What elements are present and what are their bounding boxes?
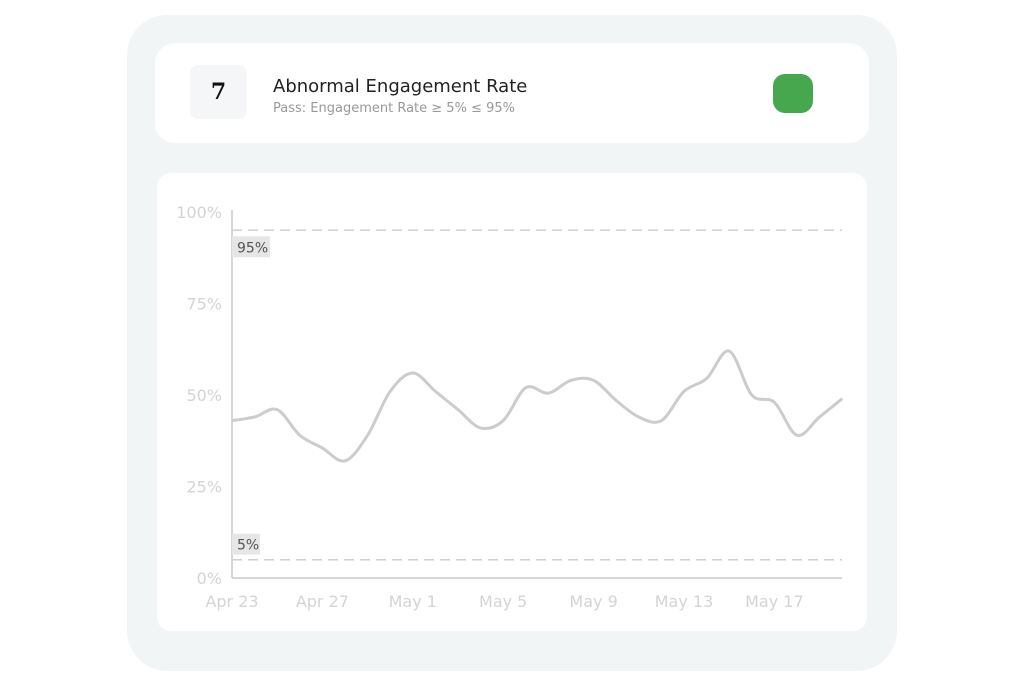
chart-card xyxy=(157,173,867,631)
check-number: 7 xyxy=(190,65,247,119)
threshold-label: 5% xyxy=(237,538,259,554)
y-tick-label: 50% xyxy=(186,386,222,405)
x-tick-label: May 9 xyxy=(569,592,617,611)
check-header: 7 Abnormal Engagement Rate Pass: Engagem… xyxy=(155,43,869,143)
check-criteria: Pass: Engagement Rate ≥ 5% ≤ 95% xyxy=(273,101,515,116)
threshold-label: 95% xyxy=(237,240,268,256)
x-tick-label: Apr 27 xyxy=(296,592,349,611)
y-tick-label: 0% xyxy=(197,569,222,588)
threshold-label-bg xyxy=(232,236,270,258)
x-tick-label: May 13 xyxy=(655,592,714,611)
x-tick-label: May 1 xyxy=(389,592,437,611)
x-tick-label: Apr 23 xyxy=(205,592,258,611)
check-title: Abnormal Engagement Rate xyxy=(273,76,528,97)
threshold-label-bg xyxy=(232,533,260,555)
status-indicator xyxy=(773,74,813,113)
y-tick-label: 100% xyxy=(176,203,222,222)
x-tick-label: May 17 xyxy=(745,592,804,611)
x-tick-label: May 5 xyxy=(479,592,527,611)
y-tick-label: 75% xyxy=(186,295,222,314)
y-tick-label: 25% xyxy=(186,478,222,497)
engagement-rate-line xyxy=(231,349,844,463)
